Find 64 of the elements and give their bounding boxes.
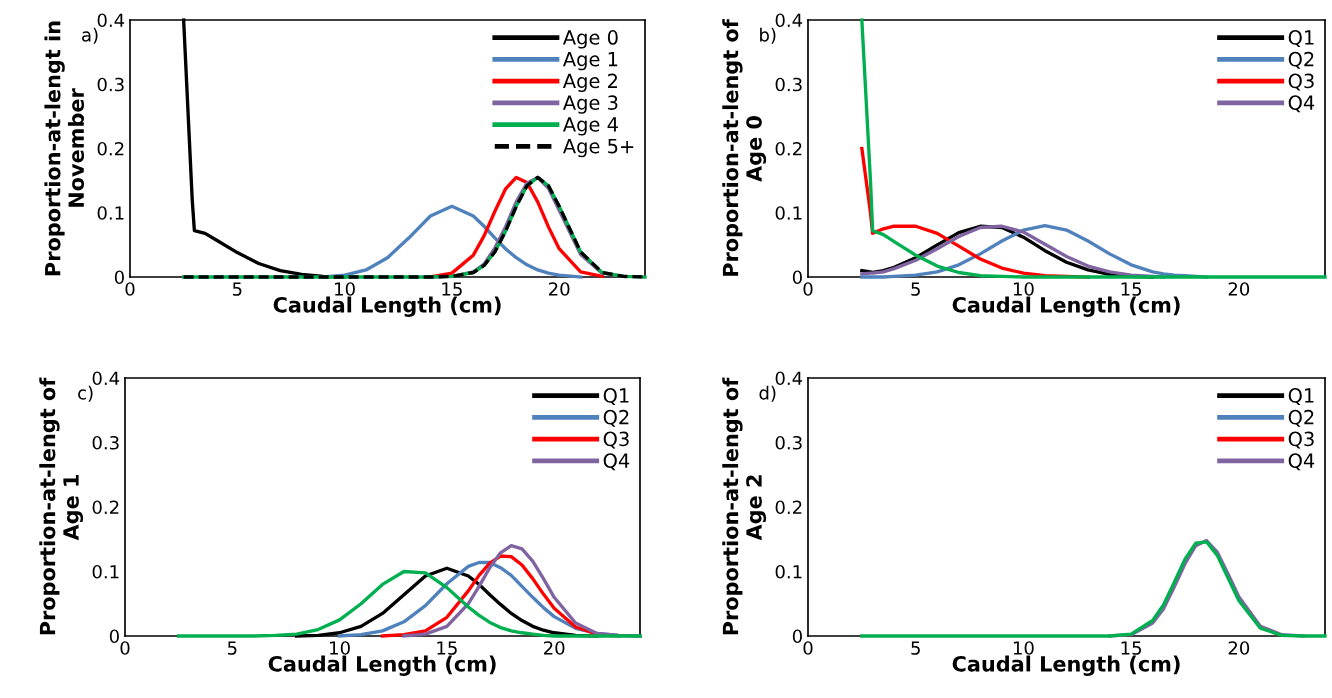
x-axis-title: Caudal Length (cm) (952, 655, 1180, 676)
x-axis-title: Caudal Length (cm) (273, 296, 501, 317)
y-tick-label: 0 (792, 270, 802, 285)
y-tick-label: 0.3 (775, 77, 802, 92)
legend-label: Q3 (603, 431, 629, 449)
x-tick-label: 20 (1228, 641, 1250, 655)
legend-label: Age 0 (562, 30, 618, 49)
y-tick-label: 0.2 (92, 500, 119, 515)
y-tick-label: 0.1 (775, 206, 802, 220)
legend-label: Q4 (1288, 95, 1315, 113)
legend-label: Q3 (1288, 431, 1314, 449)
y-tick-label: 0 (792, 629, 802, 644)
y-tick-label: 0.1 (97, 206, 124, 220)
legend-label: Age 3 (562, 95, 618, 114)
legend-label: Age 4 (562, 117, 618, 136)
x-tick-label: 15 (442, 282, 462, 296)
y-tick-label: 0.3 (92, 435, 119, 450)
legend-label: Q4 (1288, 453, 1315, 471)
legend-label: Q4 (603, 453, 630, 471)
legend-label: Q2 (1288, 409, 1314, 427)
x-tick-label: 15 (437, 641, 457, 655)
y-tick-label: 0.4 (775, 13, 803, 28)
legend-label: Age 2 (562, 73, 618, 93)
x-tick-label: 20 (549, 282, 570, 296)
legend-label: Q1 (1288, 388, 1314, 405)
y-tick-label: 0.3 (775, 435, 802, 450)
x-tick-label: 0 (803, 641, 813, 655)
y-tick-label: 0.1 (775, 564, 802, 579)
x-tick-label: 10 (1013, 282, 1034, 296)
x-tick-label: 10 (335, 282, 355, 296)
y-tick-label: 0.2 (97, 141, 124, 156)
y-tick-label: 0.4 (775, 371, 803, 386)
legend-label: Q3 (1288, 73, 1314, 91)
y-tick-label: 0.4 (92, 371, 120, 386)
x-tick-label: 5 (911, 641, 920, 655)
x-tick-label: 5 (911, 282, 920, 296)
y-tick-label: 0.1 (92, 564, 119, 579)
text: b) (760, 27, 776, 44)
legend-label: Age 1 (562, 52, 618, 71)
legend-label: Q1 (1288, 30, 1314, 47)
x-tick-label: 5 (232, 282, 242, 296)
text: c) (78, 385, 93, 402)
legend-label: Q2 (603, 409, 629, 427)
y-tick-label: 0 (114, 270, 124, 285)
legend-label: Q1 (603, 388, 629, 405)
x-tick-label: 5 (227, 641, 237, 655)
x-tick-label: 10 (1013, 641, 1034, 655)
x-tick-label: 20 (544, 641, 565, 655)
x-tick-label: 10 (330, 641, 350, 655)
x-tick-label: 15 (1121, 641, 1142, 655)
text: d) (759, 385, 776, 402)
y-tick-label: 0.4 (97, 13, 125, 28)
x-tick-label: 0 (803, 282, 813, 296)
x-tick-label: 20 (1228, 282, 1250, 296)
x-tick-label: 15 (1121, 282, 1142, 296)
y-tick-label: 0.2 (775, 141, 802, 156)
x-tick-label: 0 (125, 282, 135, 296)
y-tick-label: 0 (109, 629, 119, 644)
x-axis-title: Caudal Length (cm) (952, 296, 1180, 317)
legend-label: Age 5+ (562, 139, 634, 158)
y-tick-label: 0.3 (97, 77, 124, 92)
y-tick-label: 0.2 (775, 500, 802, 515)
x-axis-title: Caudal Length (cm) (268, 655, 496, 676)
legend-label: Q2 (1288, 51, 1314, 69)
